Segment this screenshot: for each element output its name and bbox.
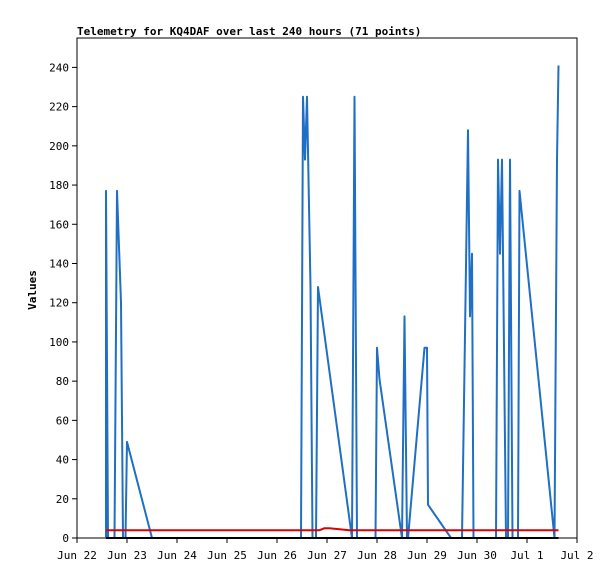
- x-tick-label: Jun 23: [107, 549, 147, 562]
- x-tick-label: Jun 27: [307, 549, 347, 562]
- x-tick-label: Jul 1: [510, 549, 543, 562]
- y-tick-label: 80: [56, 375, 69, 388]
- x-tick-label: Jun 29: [407, 549, 447, 562]
- x-tick-label: Jun 26: [257, 549, 297, 562]
- x-tick-label: Jun 22: [57, 549, 97, 562]
- y-tick-label: 120: [49, 297, 69, 310]
- y-tick-label: 60: [56, 414, 69, 427]
- y-tick-label: 100: [49, 336, 69, 349]
- series-group: [105, 65, 560, 539]
- x-tick-label: Jun 30: [457, 549, 497, 562]
- y-tick-label: 180: [49, 179, 69, 192]
- x-tick-label: Jun 28: [357, 549, 397, 562]
- axes: 0 20 40 60 80 100 120 140 160 180 200 220 240 Jun 22 J…: [49, 61, 593, 562]
- y-tick-label: 40: [56, 454, 69, 467]
- y-tick-label: 220: [49, 101, 69, 114]
- x-tick-label: Jun 25: [207, 549, 247, 562]
- x-tick-label: Jul 2: [560, 549, 593, 562]
- y-tick-label: 240: [49, 61, 69, 74]
- y-axis-label: Values: [26, 270, 39, 310]
- y-tick-label: 0: [62, 532, 69, 545]
- series-line: [105, 65, 560, 539]
- y-tick-label: 20: [56, 493, 69, 506]
- x-tick-label: Jun 24: [157, 549, 197, 562]
- series-line: [106, 527, 559, 532]
- y-tick-label: 200: [49, 140, 69, 153]
- y-tick-label: 160: [49, 218, 69, 231]
- chart-title: Telemetry for KQ4DAF over last 240 hours…: [77, 25, 421, 38]
- y-tick-label: 140: [49, 257, 69, 270]
- plot-area: [76, 37, 578, 539]
